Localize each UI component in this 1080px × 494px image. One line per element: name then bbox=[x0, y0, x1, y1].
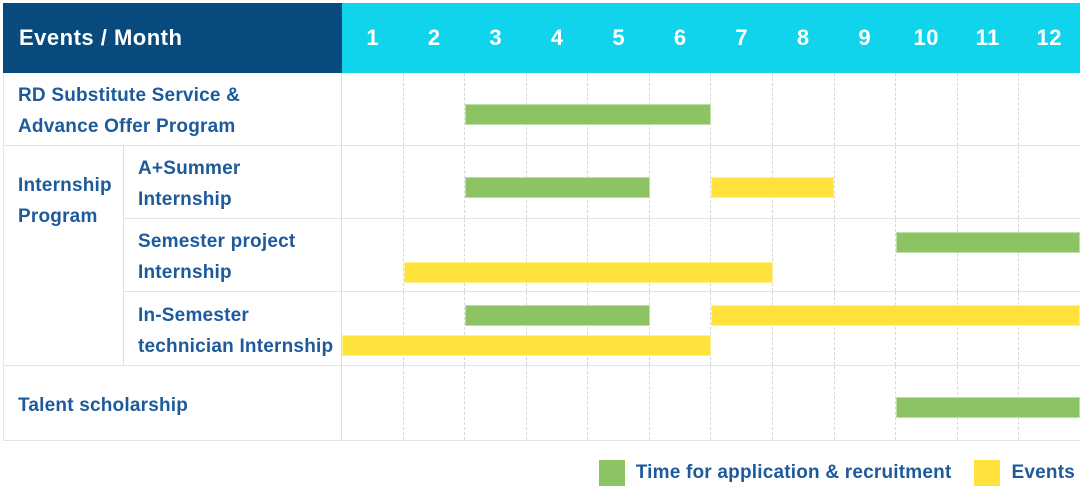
month-grid-cell bbox=[465, 219, 527, 291]
month-grid-cell bbox=[342, 292, 404, 365]
month-grid-cell bbox=[773, 73, 835, 145]
month-grid-cell bbox=[958, 146, 1020, 218]
month-header-cell: 4 bbox=[550, 25, 564, 50]
month-grid-cell bbox=[958, 292, 1020, 365]
recruitment-bar bbox=[465, 177, 650, 198]
month-grid-cell bbox=[896, 146, 958, 218]
month-grid-cell bbox=[896, 73, 958, 145]
month-grid-cell bbox=[835, 73, 897, 145]
month-grid-cell bbox=[835, 292, 897, 365]
month-grid-cell bbox=[711, 366, 774, 440]
row-track-in-semester-technician-internship bbox=[342, 292, 1080, 366]
month-grid-cell bbox=[896, 292, 958, 365]
recruitment-bar bbox=[895, 397, 1080, 418]
month-grid-cell bbox=[404, 219, 466, 291]
gantt-table: Events / Month 1 2 3 4 5 6 7 8 9 10 11 12 RD Substi… bbox=[3, 3, 1080, 441]
month-grid-cell bbox=[896, 219, 958, 291]
month-grid-cell bbox=[711, 292, 774, 365]
month-grid-cell bbox=[588, 219, 650, 291]
month-grid-cell bbox=[650, 366, 712, 440]
events-swatch-icon bbox=[974, 460, 1001, 486]
events-bar bbox=[711, 177, 834, 198]
month-grid-cell bbox=[342, 219, 404, 291]
recruitment-swatch-icon bbox=[598, 460, 625, 486]
month-header-row: 1 2 3 4 5 6 7 8 9 10 11 12 bbox=[342, 3, 1080, 73]
month-grid-cell bbox=[404, 366, 466, 440]
row-track-semester-project-internship bbox=[342, 219, 1080, 292]
month-grid-cell bbox=[527, 292, 589, 365]
month-grid-cell bbox=[773, 366, 835, 440]
month-grid-cell bbox=[342, 146, 404, 218]
month-grid-cell bbox=[773, 146, 835, 218]
legend-label-recruitment: Time for application & recruitment bbox=[635, 462, 952, 483]
events-bar bbox=[342, 335, 711, 356]
month-grid-cell bbox=[527, 219, 589, 291]
month-header-cell: 7 bbox=[735, 25, 749, 50]
month-grid-cell bbox=[342, 73, 404, 145]
header-title: Events / Month bbox=[19, 25, 183, 50]
row-label-talent-scholarship: Talent scholarship bbox=[3, 366, 342, 441]
month-grid-cell bbox=[404, 73, 466, 145]
month-grid-cell bbox=[588, 292, 650, 365]
month-grid-cell bbox=[773, 219, 835, 291]
legend-item-events: Events bbox=[974, 460, 1075, 486]
month-grid-cell bbox=[711, 73, 774, 145]
events-bar bbox=[403, 262, 773, 283]
legend-label-events: Events bbox=[1011, 462, 1075, 483]
recruitment-bar bbox=[465, 305, 650, 326]
month-grid-cell bbox=[650, 146, 712, 218]
row-label-in-semester-technician-internship: In-Semester technician Internship bbox=[124, 292, 342, 366]
row-track-talent-scholarship bbox=[342, 366, 1080, 441]
month-header-cell: 8 bbox=[796, 25, 810, 50]
month-grid-cell bbox=[835, 219, 897, 291]
legend: Time for application & recruitment Event… bbox=[598, 459, 1075, 487]
row-label-semester-project-internship: Semester project Internship bbox=[124, 219, 342, 292]
month-grid-cell bbox=[773, 292, 835, 365]
month-grid-cell bbox=[342, 366, 404, 440]
month-grid-cell bbox=[958, 219, 1020, 291]
month-header-cell: 9 bbox=[858, 25, 872, 50]
month-grid-cell bbox=[1019, 146, 1080, 218]
row-label-rd-substitute-service: RD Substitute Service & Advance Offer Pr… bbox=[3, 73, 342, 146]
month-grid-cell bbox=[1019, 292, 1080, 365]
header-events-month-cell: Events / Month bbox=[3, 3, 342, 73]
month-grid-cell bbox=[650, 292, 712, 365]
month-grid-cell bbox=[958, 73, 1020, 145]
month-grid-cell bbox=[835, 146, 897, 218]
events-bar bbox=[711, 305, 1080, 326]
month-header-cell: 3 bbox=[489, 25, 503, 50]
row-track-a-summer-internship bbox=[342, 146, 1080, 219]
month-grid-cell bbox=[588, 366, 650, 440]
month-grid-cell bbox=[711, 219, 774, 291]
legend-item-recruitment: Time for application & recruitment bbox=[598, 460, 952, 486]
row-track-rd-substitute-service bbox=[342, 73, 1080, 146]
month-header-cell: 12 bbox=[1036, 25, 1062, 50]
month-header-cell: 1 bbox=[366, 25, 380, 50]
group-label-internship-program: Internship Program bbox=[3, 146, 124, 366]
recruitment-bar bbox=[465, 104, 711, 125]
month-grid-cell bbox=[404, 292, 466, 365]
month-header-cell: 10 bbox=[913, 25, 939, 50]
month-grid-cell bbox=[465, 366, 527, 440]
recruitment-bar bbox=[895, 232, 1080, 253]
row-label-a-summer-internship: A+Summer Internship bbox=[124, 146, 342, 219]
month-header-cell: 6 bbox=[673, 25, 687, 50]
month-grid-cell bbox=[527, 366, 589, 440]
month-grid-cell bbox=[404, 146, 466, 218]
month-header-cell: 11 bbox=[975, 25, 1000, 50]
month-grid-cell bbox=[650, 219, 712, 291]
month-header-cell: 5 bbox=[612, 25, 626, 50]
month-grid-cell bbox=[1019, 219, 1080, 291]
month-header-cell: 2 bbox=[427, 25, 441, 50]
month-grid-cell bbox=[1019, 73, 1080, 145]
month-grid-cell bbox=[835, 366, 897, 440]
month-grid-cell bbox=[465, 292, 527, 365]
